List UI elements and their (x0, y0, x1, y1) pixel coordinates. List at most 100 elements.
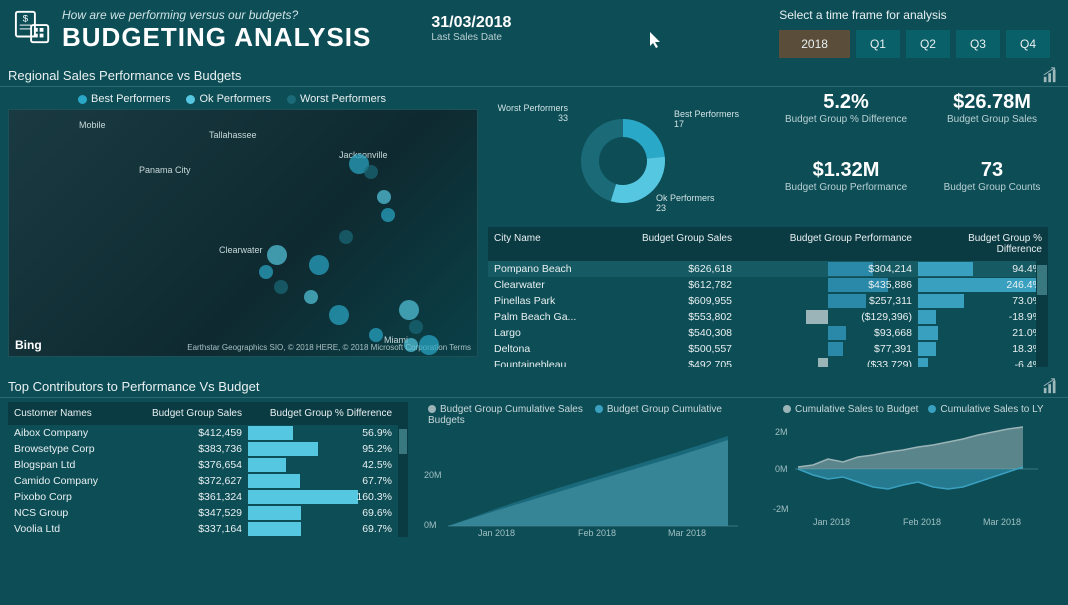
kpi-value: 5.2% (778, 91, 914, 114)
map-point[interactable] (304, 290, 318, 304)
map-city-label: Tallahassee (209, 130, 257, 140)
q3-button[interactable]: Q3 (956, 30, 1000, 58)
map-point[interactable] (274, 280, 288, 294)
header: $ How are we performing versus our budge… (0, 0, 1068, 62)
table-row[interactable]: Browsetype Corp$383,73695.2% (8, 441, 398, 457)
legend-item[interactable]: Worst Performers (287, 93, 386, 105)
svg-text:-2M: -2M (773, 504, 789, 514)
map-point[interactable] (419, 335, 439, 355)
section1-title: Regional Sales Performance vs Budgets (8, 68, 241, 83)
map-point[interactable] (381, 208, 395, 222)
kpi-value: 73 (924, 159, 1060, 182)
svg-text:Feb 2018: Feb 2018 (578, 528, 616, 538)
col-sales[interactable]: Budget Group Sales (598, 231, 738, 257)
page-title: BUDGETING ANALYSIS (62, 22, 371, 53)
last-sales-date: 31/03/2018 (431, 14, 511, 32)
trend-icon[interactable] (1042, 377, 1060, 395)
kpi-grid: 5.2%Budget Group % Difference$26.78MBudg… (778, 91, 1060, 221)
map-point[interactable] (399, 300, 419, 320)
kpi-card: $1.32MBudget Group Performance (778, 159, 914, 221)
table-row[interactable]: Voolia Ltd$337,16469.7% (8, 521, 398, 537)
col-cust[interactable]: Customer Names (8, 406, 138, 421)
col-diff[interactable]: Budget Group % Difference (918, 231, 1048, 257)
col-perf[interactable]: Budget Group Performance (738, 231, 918, 257)
svg-text:Feb 2018: Feb 2018 (903, 517, 941, 527)
kpi-value: $1.32M (778, 159, 914, 182)
table-row[interactable]: NCS Group$347,52969.6% (8, 505, 398, 521)
table-row[interactable]: Deltona$500,557$77,39118.3% (488, 341, 1036, 357)
map-point[interactable] (369, 328, 383, 342)
map-city-label: Panama City (139, 165, 191, 175)
map-visual[interactable]: Bing Earthstar Geographics SIO, © 2018 H… (8, 109, 478, 357)
map-city-label: Clearwater (219, 245, 263, 255)
legend-item[interactable]: Ok Performers (186, 93, 271, 105)
map-point[interactable] (267, 245, 287, 265)
map-point[interactable] (339, 230, 353, 244)
city-table-header: City Name Budget Group Sales Budget Grou… (488, 227, 1048, 261)
table-row[interactable]: Blogspan Ltd$376,65442.5% (8, 457, 398, 473)
customer-table-header: Customer Names Budget Group Sales Budget… (8, 402, 408, 425)
svg-text:Mar 2018: Mar 2018 (668, 528, 706, 538)
col-city[interactable]: City Name (488, 231, 598, 257)
svg-text:Best Performers17: Best Performers17 (674, 109, 740, 129)
table-row[interactable]: Palm Beach Ga...$553,802($129,396)-18.9% (488, 309, 1036, 325)
table-row[interactable]: Camido Company$372,62767.7% (8, 473, 398, 489)
table-row[interactable]: Pompano Beach$626,618$304,21494.4% (488, 261, 1036, 277)
year-button[interactable]: 2018 (779, 30, 850, 58)
svg-text:$: $ (23, 13, 29, 24)
section2-title-row: Top Contributors to Performance Vs Budge… (0, 373, 1068, 397)
map-city-label: Mobile (79, 120, 106, 130)
kpi-label: Budget Group Counts (924, 182, 1060, 193)
kpi-label: Budget Group % Difference (778, 114, 914, 125)
city-table: City Name Budget Group Sales Budget Grou… (488, 227, 1048, 367)
svg-text:0M: 0M (424, 520, 437, 530)
trend-icon[interactable] (1042, 66, 1060, 84)
timeframe-selector: Select a time frame for analysis 2018 Q1… (779, 8, 1050, 58)
table-row[interactable]: Fountainebleau$492,705($33,729)-6.4% (488, 357, 1036, 367)
kpi-card: 73Budget Group Counts (924, 159, 1060, 221)
svg-text:Ok Performers23: Ok Performers23 (656, 193, 715, 213)
table-row[interactable]: Pinellas Park$609,955$257,31173.0% (488, 293, 1036, 309)
donut-chart[interactable]: Best Performers17 Ok Performers23 Worst Pe… (488, 91, 768, 221)
svg-text:2M: 2M (775, 427, 788, 437)
table-row[interactable]: Pixobo Corp$361,324160.3% (8, 489, 398, 505)
customer-table-scrollbar[interactable] (398, 425, 408, 537)
q2-button[interactable]: Q2 (906, 30, 950, 58)
col-cust-diff[interactable]: Budget Group % Difference (248, 406, 398, 421)
map-point[interactable] (309, 255, 329, 275)
map-point[interactable] (259, 265, 273, 279)
customer-table: Customer Names Budget Group Sales Budget… (8, 402, 408, 541)
cumulative-line-chart[interactable]: Cumulative Sales to BudgetCumulative Sal… (773, 402, 1063, 541)
map-block: Best Performers Ok Performers Worst Perfor… (8, 91, 478, 367)
table-row[interactable]: Aibox Company$412,45956.9% (8, 425, 398, 441)
kpi-label: Budget Group Sales (924, 114, 1060, 125)
table-row[interactable]: Largo$540,308$93,66821.0% (488, 325, 1036, 341)
svg-text:Worst Performers33: Worst Performers33 (498, 103, 569, 123)
map-legend: Best Performers Ok Performers Worst Perfor… (8, 91, 478, 109)
map-point[interactable] (364, 165, 378, 179)
last-sales-date-label: Last Sales Date (431, 32, 511, 43)
legend-item[interactable]: Best Performers (78, 93, 170, 105)
section2-title: Top Contributors to Performance Vs Budge… (8, 379, 259, 394)
cursor-icon (650, 32, 662, 48)
svg-text:0M: 0M (775, 464, 788, 474)
city-table-scrollbar[interactable] (1036, 261, 1048, 367)
q4-button[interactable]: Q4 (1006, 30, 1050, 58)
col-cust-sales[interactable]: Budget Group Sales (138, 406, 248, 421)
map-point[interactable] (404, 338, 418, 352)
map-point[interactable] (377, 190, 391, 204)
header-subtitle: How are we performing versus our budgets… (62, 8, 371, 22)
kpi-value: $26.78M (924, 91, 1060, 114)
svg-text:Jan 2018: Jan 2018 (813, 517, 850, 527)
budget-logo-icon: $ (14, 8, 52, 46)
map-attribution-left: Bing (15, 338, 42, 352)
svg-text:Mar 2018: Mar 2018 (983, 517, 1021, 527)
cumulative-area-chart[interactable]: Budget Group Cumulative SalesBudget Grou… (418, 402, 763, 541)
kpi-card: 5.2%Budget Group % Difference (778, 91, 914, 153)
section1-title-row: Regional Sales Performance vs Budgets (0, 62, 1068, 86)
map-point[interactable] (409, 320, 423, 334)
table-row[interactable]: Clearwater$612,782$435,886246.4% (488, 277, 1036, 293)
timeframe-label: Select a time frame for analysis (779, 8, 1050, 22)
map-point[interactable] (329, 305, 349, 325)
q1-button[interactable]: Q1 (856, 30, 900, 58)
